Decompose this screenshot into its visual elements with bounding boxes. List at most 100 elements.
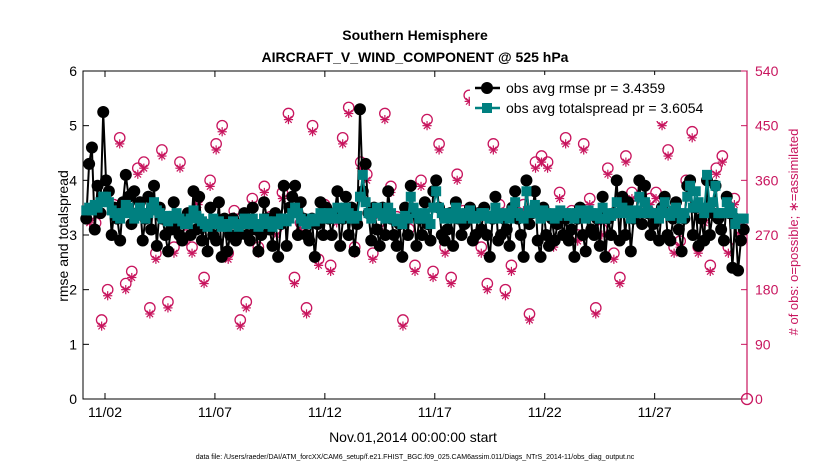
rmse-point [258,196,271,209]
obs-assimilated-stroke [369,255,377,263]
obs-assimilated-point [434,145,444,155]
x-tick-label: 11/17 [418,404,452,420]
obs-assimilated-stroke [200,279,208,288]
obs-assimilated-stroke [242,304,250,312]
totalspread-point [394,213,405,224]
totalspread-point [408,202,419,213]
totalspread-point [329,213,340,224]
obs-possible-point [740,392,754,406]
y-tick-label: 4 [69,172,77,188]
rmse-point [396,250,409,263]
obs-assimilated-stroke [592,310,600,318]
obs-assimilated-point [139,163,149,173]
totalspread-point [428,202,439,213]
totalspread-point [160,210,171,221]
obs-assimilated-stroke [212,146,220,154]
x-tick-label: 11/22 [528,404,562,420]
obs-assimilated-stroke [164,304,172,312]
rmse-point [232,229,245,241]
rmse-point [579,245,592,258]
y-tick-label: 1 [69,336,77,352]
rmse-point [500,223,513,236]
rmse-point [717,234,730,247]
obs-assimilated-stroke [610,255,618,263]
totalspread-point [718,208,729,219]
rmse-point [610,174,623,187]
rmse-point [565,223,578,236]
obs-assimilated-point [157,151,167,161]
data-file-footnote: data file: /Users/raeder/DAI/ATM_forcXX/… [196,454,635,461]
obs-assimilated-stroke [537,158,546,166]
obs-assimilated-stroke [616,279,624,288]
obs-assimilated-stroke [206,182,214,191]
obs-assimilated-stroke [604,170,612,178]
y2-axis-label: # of obs: o=possible; ∗=assimilated [786,129,801,336]
totalspread-point [651,208,662,219]
obs-assimilated-stroke [128,273,136,282]
obs-assimilated-point [542,163,553,173]
totalspread-point [659,197,670,208]
totalspread-point [614,208,625,219]
obs-assimilated-stroke [224,255,232,263]
obs-assimilated-point [187,248,197,258]
totalspread-point [730,219,741,230]
rmse-point [342,229,355,241]
rmse-point [483,250,496,263]
rmse-point [308,250,321,263]
rmse-point [167,196,180,209]
totalspread-point [504,213,515,224]
rmse-point [150,239,163,252]
totalspread-point [256,219,267,230]
rmse-point [289,179,302,192]
totalspread-point [665,210,676,221]
totalspread-point [284,213,295,224]
x-tick-label: 11/27 [638,404,672,420]
totalspread-point [490,202,501,213]
totalspread-point [402,213,413,224]
totalspread-point [623,205,634,216]
obs-assimilated-stroke [236,322,244,330]
obs-assimilated-point [524,315,535,325]
rmse-point [266,239,279,252]
rmse-point [212,196,225,209]
rmse-point [664,234,677,247]
totalspread-point [332,202,343,213]
obs-assimilated-stroke [339,140,347,148]
rmse-point [534,250,547,263]
totalspread-point [149,197,160,208]
rmse-point [97,106,110,118]
totalspread-point [699,208,710,219]
totalspread-point [577,208,588,219]
obs-assimilated-stroke [429,273,437,282]
obs-assimilated-point [410,266,420,277]
totalspread-point [188,205,199,216]
obs-assimilated-point [603,169,613,179]
totalspread-point [696,202,707,213]
rmse-point [568,250,581,263]
obs-assimilated-point [145,309,155,319]
rmse-point [382,185,395,198]
rmse-point [359,157,372,170]
rmse-point [455,229,468,241]
rmse-point [447,239,460,252]
totalspread-point [727,208,738,219]
obs-assimilated-stroke [718,158,727,166]
obs-assimilated-stroke [411,267,419,276]
totalspread-point [532,208,543,219]
totalspread-point [338,210,349,221]
rmse-point [246,201,259,214]
totalspread-point [637,208,648,219]
totalspread-point [86,205,97,216]
legend-rmse-marker [481,82,493,94]
y2-tick-label: 450 [755,118,779,134]
y-axis-left: 0 1 2 3 4 5 6 [69,63,89,407]
rmse-point [195,234,208,247]
rmse-point [83,157,96,170]
obs-assimilated-point [506,266,517,277]
obs-assimilated-point [301,309,312,319]
totalspread-point [448,213,459,224]
rmse-point [387,229,400,241]
obs-assimilated-point [446,278,456,289]
obs-assimilated-point [313,260,324,270]
totalspread-point [132,210,143,221]
